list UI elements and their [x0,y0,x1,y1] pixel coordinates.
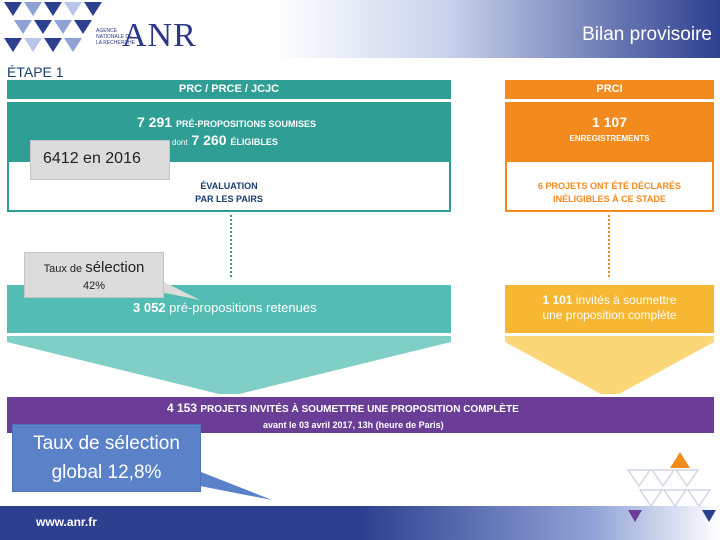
teal-eligible: dont 7 260 ÉLIGIBLES [172,132,278,148]
evaluation-line2: PAR LES PAIRS [195,194,263,204]
orange-heading: PRCI [505,80,714,99]
orange-result-panel [505,285,714,333]
teal-funnel [7,336,451,394]
orange-result-label-line1: invités à soumettre [575,293,677,307]
teal-submitted: 7 291 PRÉ-PROPOSITIONS SOUMISES [137,114,316,130]
orange-funnel [505,336,714,394]
purple-summary: 4 153 PROJETS INVITÉS À SOUMETTRE UNE PR… [167,401,519,415]
orange-count: 1 107 [591,114,628,130]
selection-prefix: Taux de [43,263,83,275]
selection-rate-callout: Taux de sélection 42% [24,252,164,298]
teal-eligible-prefix: dont [172,138,188,147]
teal-result-count: 3 052 [133,300,166,315]
global-rate-line2: global 12,8% [51,462,162,483]
global-rate-line1: Taux de sélection [33,433,180,454]
header-band: AGENCE NATIONALE DE LA RECHERCHE ANR Bil… [0,0,720,58]
evaluation-line1: ÉVALUATION [200,181,258,191]
selection-word: sélection [85,259,145,276]
orange-result-count: 1 101 [542,293,573,307]
orange-ineligible-note: 6 PROJETS ONT ÉTÉ DÉCLARÉS INÉLIGIBLES À… [505,180,714,206]
footer-url[interactable]: www.anr.fr [36,515,97,529]
teal-result-label: pré-propositions retenues [169,300,317,315]
orange-note-panel [505,162,714,212]
footer-band [0,506,720,540]
purple-label: PROJETS INVITÉS À SOUMETTRE UNE PROPOSIT… [200,404,519,415]
purple-deadline: avant le 03 avril 2017, 13h (heure de Pa… [263,420,444,430]
purple-count: 4 153 [167,401,198,415]
logo-tagline: AGENCE NATIONALE DE LA RECHERCHE [96,28,135,46]
funnel-shapes [7,336,714,394]
teal-count-label: PRÉ-PROPOSITIONS SOUMISES [175,119,316,129]
page-title: Bilan provisoire [582,24,712,45]
teal-heading: PRC / PRCE / JCJC [7,80,451,99]
orange-note-line2: INÉLIGIBLES À CE STADE [553,194,666,204]
anr-logo-triangles [4,2,102,52]
teal-count: 7 291 [137,114,173,130]
orange-dotted-connector [608,215,610,277]
teal-result: 3 052 pré-propositions retenues [133,300,317,315]
step-label: ÉTAPE 1 [7,64,64,80]
global-callout-pointer [196,470,272,500]
prior-year-callout: 6412 en 2016 [30,140,170,180]
orange-result-label-line2: une proposition complète [542,308,677,322]
corner-triangles [626,452,716,522]
orange-note-line1: 6 PROJETS ONT ÉTÉ DÉCLARÉS [537,181,682,191]
orange-result: 1 101 invités à soumettre une propositio… [505,293,714,323]
orange-count-label: ENREGISTREMENTS [569,134,650,143]
teal-evaluation: ÉVALUATION PAR LES PAIRS [193,180,265,206]
orange-count-panel [505,102,714,162]
logo-wordmark: ANR [122,17,197,54]
selection-rate: 42% [82,280,106,292]
teal-dotted-connector [230,215,232,277]
teal-eligible-count: 7 260 [191,132,227,148]
global-rate-callout: Taux de sélection global 12,8% [12,424,201,492]
teal-eligible-label: ÉLIGIBLES [230,137,278,147]
